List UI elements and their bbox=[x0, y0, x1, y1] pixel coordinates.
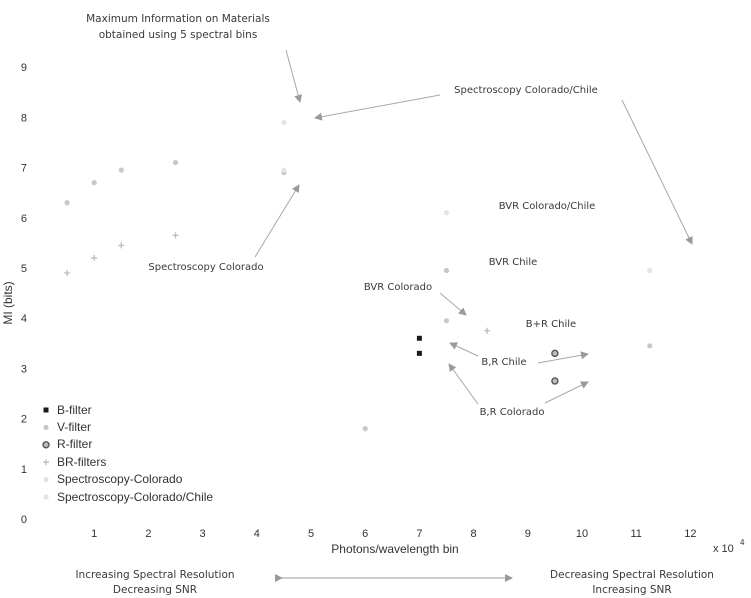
data-point-plus bbox=[172, 232, 179, 239]
data-point-dot bbox=[362, 426, 368, 432]
x-tick-label: 7 bbox=[416, 528, 422, 540]
data-points bbox=[64, 119, 653, 432]
annotation-bvr-colorado: BVR Colorado bbox=[364, 282, 432, 293]
footer-left-line2: Decreasing SNR bbox=[113, 584, 197, 596]
y-tick-label: 7 bbox=[21, 163, 27, 175]
data-point-circle bbox=[551, 349, 559, 358]
legend-label-b-filter: B-filter bbox=[57, 403, 92, 417]
annotation-arrows bbox=[254, 49, 693, 405]
arrow-spectroscopy-colorado bbox=[254, 184, 300, 258]
data-point-plus bbox=[118, 242, 125, 249]
data-point-plus bbox=[64, 270, 71, 277]
footer-right-line2: Increasing SNR bbox=[592, 584, 671, 596]
y-tick-label: 2 bbox=[21, 414, 27, 426]
arrow-max-info bbox=[285, 49, 303, 103]
data-point-dot bbox=[443, 267, 450, 274]
y-tick-label: 5 bbox=[21, 263, 27, 275]
annotation-bvr-colorado-chile: BVR Colorado/Chile bbox=[499, 201, 596, 212]
data-point-dot bbox=[118, 167, 124, 173]
data-point-square bbox=[416, 350, 422, 356]
y-axis-label: MI (bits) bbox=[1, 281, 15, 324]
arrow-spectroscopy-to-max bbox=[314, 94, 441, 121]
x-tick-label: 8 bbox=[471, 528, 477, 540]
y-tick-label: 9 bbox=[21, 62, 27, 74]
x-tick-label: 9 bbox=[525, 528, 531, 540]
x-tick-label: 6 bbox=[362, 528, 368, 540]
annotation-br-colorado: B,R Colorado bbox=[480, 407, 545, 418]
annotation-max-info-line1: Maximum Information on Materials bbox=[86, 13, 270, 25]
arrow-br-colorado-right bbox=[544, 381, 589, 404]
x-axis-multiplier-exponent: 4 bbox=[740, 538, 745, 547]
data-point-square bbox=[416, 335, 422, 341]
legend-label-spectroscopy-colorado: Spectroscopy-Colorado bbox=[57, 472, 183, 486]
data-point-dot bbox=[64, 200, 70, 206]
x-tick-label: 3 bbox=[200, 528, 206, 540]
data-point-plus bbox=[484, 327, 491, 334]
x-tick-label: 2 bbox=[145, 528, 151, 540]
annotations: Maximum Information on Materials obtaine… bbox=[86, 13, 598, 418]
legend-marker-dot bbox=[43, 477, 49, 483]
data-point-circle bbox=[551, 377, 559, 385]
data-point-dot bbox=[281, 119, 287, 126]
y-tick-label: 8 bbox=[21, 112, 27, 124]
data-point-dot bbox=[91, 180, 97, 186]
y-tick-label: 4 bbox=[21, 313, 27, 325]
legend-marker-dot bbox=[43, 494, 49, 500]
x-tick-label: 10 bbox=[576, 528, 588, 540]
legend-marker-square bbox=[43, 407, 49, 413]
y-tick-label: 3 bbox=[21, 363, 27, 375]
arrow-spectroscopy-to-right bbox=[621, 99, 693, 245]
data-point-dot bbox=[281, 167, 287, 173]
data-point-dot bbox=[647, 267, 653, 274]
y-tick-label: 6 bbox=[21, 213, 27, 225]
x-tick-label: 5 bbox=[308, 528, 314, 540]
x-axis-label: Photons/wavelength bin bbox=[331, 542, 458, 556]
x-axis-multiplier: x 10 bbox=[713, 543, 734, 555]
legend-label-r-filter: R-filter bbox=[57, 437, 92, 451]
legend-markers bbox=[42, 407, 50, 500]
footer-notes: Increasing Spectral Resolution Decreasin… bbox=[75, 569, 714, 596]
data-point-dot bbox=[443, 318, 450, 324]
legend-marker-circle bbox=[42, 441, 50, 449]
x-tick-label: 12 bbox=[684, 528, 696, 540]
annotation-br-chile-plus: B+R Chile bbox=[526, 319, 576, 330]
legend: B-filter V-filter R-filter BR-filters Sp… bbox=[42, 403, 213, 504]
footer-right-line1: Decreasing Spectral Resolution bbox=[550, 569, 714, 581]
data-point-dot bbox=[172, 159, 179, 166]
annotation-max-info-line2: obtained using 5 spectral bins bbox=[99, 29, 258, 41]
arrow-bvr-colorado bbox=[439, 292, 467, 316]
legend-marker-dot bbox=[43, 424, 49, 430]
y-tick-label: 1 bbox=[21, 464, 27, 476]
x-tick-label: 1 bbox=[91, 528, 97, 540]
x-tick-label: 11 bbox=[630, 528, 641, 540]
arrow-br-chile-left bbox=[449, 342, 479, 357]
x-tick-label: 4 bbox=[254, 528, 260, 540]
annotation-spectroscopy-colorado-chile: Spectroscopy Colorado/Chile bbox=[454, 85, 598, 96]
legend-label-v-filter: V-filter bbox=[57, 420, 91, 434]
data-point-plus bbox=[91, 254, 98, 261]
footer-left-line1: Increasing Spectral Resolution bbox=[75, 569, 234, 581]
data-point-dot bbox=[443, 210, 450, 216]
annotation-br-chile: B,R Chile bbox=[481, 357, 526, 368]
annotation-bvr-chile: BVR Chile bbox=[489, 257, 538, 268]
data-point-dot bbox=[647, 343, 653, 349]
legend-label-spectroscopy-colorado-chile: Spectroscopy-Colorado/Chile bbox=[57, 490, 213, 504]
annotation-spectroscopy-colorado: Spectroscopy Colorado bbox=[148, 262, 263, 273]
legend-marker-plus bbox=[43, 459, 49, 466]
legend-label-br-filters: BR-filters bbox=[57, 455, 106, 469]
y-tick-label: 0 bbox=[21, 514, 27, 526]
arrow-br-chile-right bbox=[537, 351, 589, 364]
arrow-br-colorado-left bbox=[448, 363, 479, 405]
